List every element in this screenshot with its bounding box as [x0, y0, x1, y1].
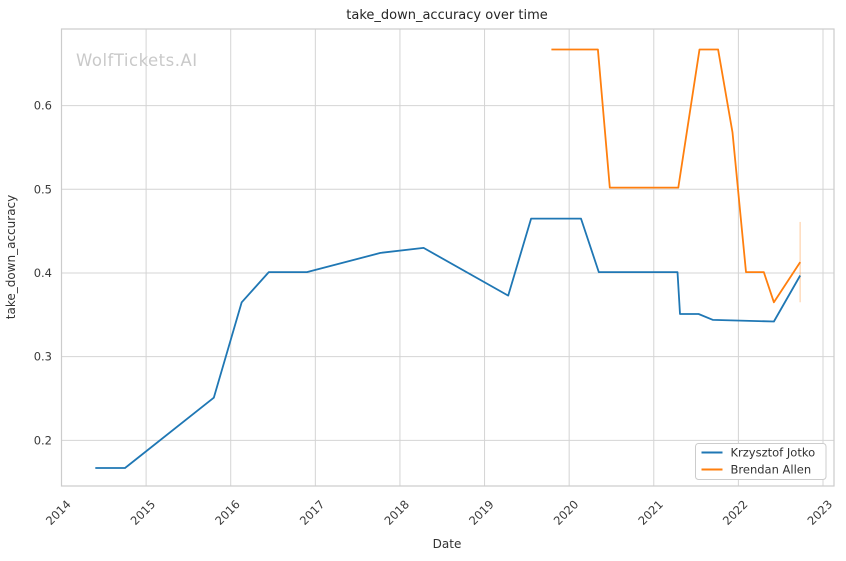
series-line-brendan-allen [551, 48, 801, 304]
legend-label: Brendan Allen [731, 463, 812, 477]
x-tick-label: 2015 [128, 497, 159, 528]
legend-box [695, 443, 827, 480]
x-tick-label: 2022 [720, 497, 751, 528]
legend-label: Krzysztof Jotko [731, 446, 816, 460]
y-tick-label: 0.3 [34, 350, 52, 364]
y-tick-label: 0.2 [34, 433, 52, 447]
x-tick-label: 2020 [551, 497, 582, 528]
series-line-krzysztof-jotko [95, 217, 801, 469]
plot-border [60, 28, 835, 487]
y-tick-label: 0.4 [34, 266, 52, 280]
x-tick-label: 2021 [635, 497, 666, 528]
chart-title: take_down_accuracy over time [346, 8, 547, 23]
y-axis-label: take_down_accuracy [4, 195, 18, 319]
x-tick-label: 2014 [43, 497, 74, 528]
x-tick-label: 2019 [466, 497, 497, 528]
x-tick-label: 2016 [212, 497, 243, 528]
x-tick-labels: 2014 2015 2016 2017 2018 2019 2020 2021 2022 2023 [43, 497, 835, 528]
x-axis-label: Date [433, 537, 462, 551]
y-tick-label: 0.6 [34, 99, 52, 113]
y-tick-labels: 0.2 0.3 0.4 0.5 0.6 [34, 99, 52, 448]
y-tick-label: 0.5 [34, 182, 52, 196]
plot-border-rect [60, 28, 835, 487]
x-tick-label: 2017 [297, 497, 328, 528]
x-tick-label: 2023 [805, 497, 836, 528]
x-tick-label: 2018 [381, 497, 412, 528]
watermark: WolfTickets.AI [76, 51, 198, 70]
legend: Krzysztof Jotko Brendan Allen [695, 443, 827, 480]
series-layer [95, 48, 801, 469]
grid-layer [61, 29, 834, 486]
